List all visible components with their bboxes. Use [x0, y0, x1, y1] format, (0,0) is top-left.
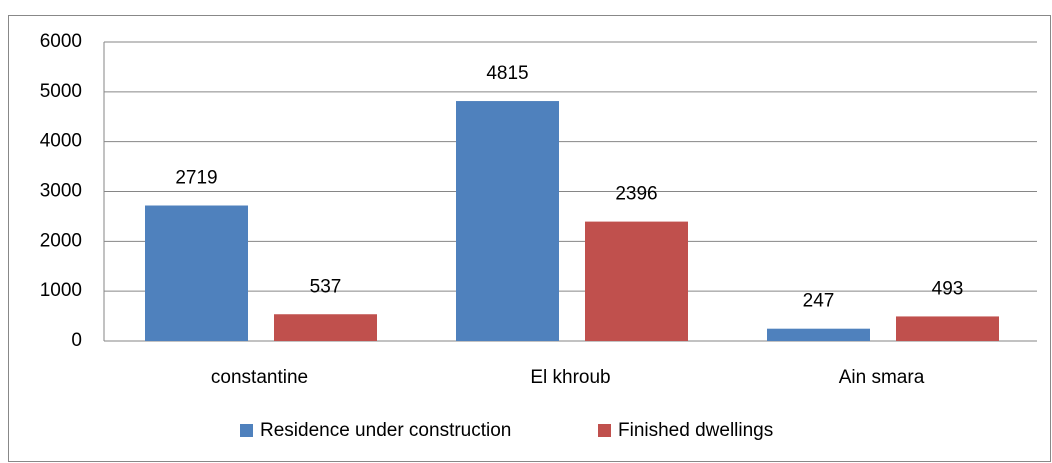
- bar: [585, 221, 688, 341]
- y-tick-label: 5000: [40, 81, 82, 102]
- legend-label: Residence under construction: [260, 420, 511, 441]
- y-tick-label: 1000: [40, 280, 82, 301]
- y-tick-label: 4000: [40, 131, 82, 152]
- legend-swatch: [598, 424, 611, 437]
- bar: [896, 316, 999, 341]
- data-label: 2719: [175, 168, 217, 189]
- y-tick-label: 0: [71, 330, 82, 351]
- bar: [145, 205, 248, 341]
- y-tick-label: 2000: [40, 230, 82, 251]
- bar: [767, 328, 870, 341]
- x-tick-label: El khroub: [530, 367, 610, 388]
- data-label: 493: [932, 278, 964, 299]
- bar: [456, 101, 559, 342]
- legend-label: Finished dwellings: [618, 420, 773, 441]
- bar: [274, 314, 377, 341]
- data-label: 247: [803, 291, 835, 312]
- x-tick-label: constantine: [211, 367, 308, 388]
- y-tick-label: 3000: [40, 181, 82, 202]
- legend-swatch: [240, 424, 253, 437]
- data-label: 4815: [486, 63, 528, 84]
- x-tick-label: Ain smara: [839, 367, 925, 388]
- y-tick-label: 6000: [40, 31, 82, 52]
- data-label: 537: [310, 276, 342, 297]
- data-label: 2396: [615, 184, 657, 205]
